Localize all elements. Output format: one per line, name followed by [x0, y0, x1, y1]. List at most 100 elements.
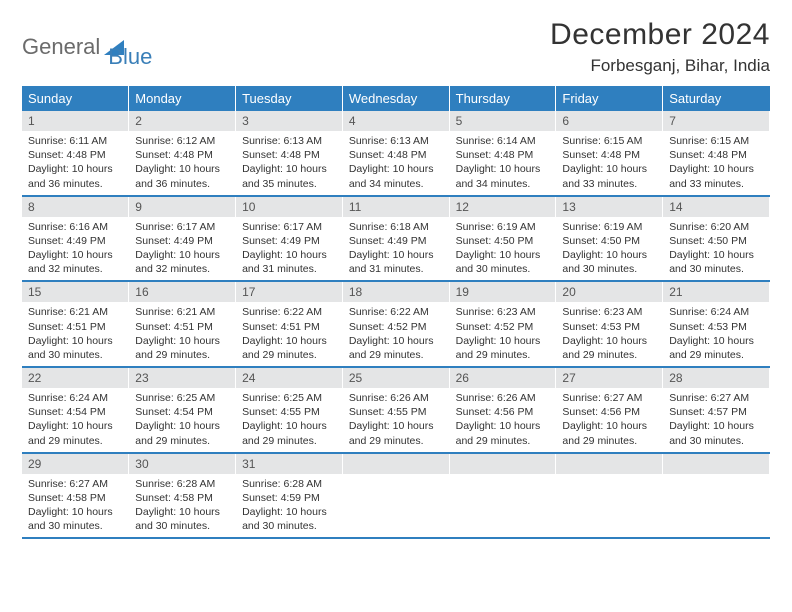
weekday-header: Tuesday [236, 86, 343, 111]
day-number: 29 [22, 454, 128, 474]
day-number: 7 [663, 111, 769, 131]
day-number: 11 [343, 197, 449, 217]
day-number: 2 [129, 111, 235, 131]
calendar-day-cell: 6Sunrise: 6:15 AMSunset: 4:48 PMDaylight… [556, 111, 663, 196]
header: General Blue December 2024 Forbesganj, B… [22, 18, 770, 76]
day-number: 8 [22, 197, 128, 217]
calendar-day-cell: 28Sunrise: 6:27 AMSunset: 4:57 PMDayligh… [663, 367, 770, 453]
calendar-empty-cell [342, 453, 449, 539]
day-number: 31 [236, 454, 342, 474]
calendar-day-cell: 10Sunrise: 6:17 AMSunset: 4:49 PMDayligh… [236, 196, 343, 282]
calendar-day-cell: 27Sunrise: 6:27 AMSunset: 4:56 PMDayligh… [556, 367, 663, 453]
day-details: Sunrise: 6:27 AMSunset: 4:57 PMDaylight:… [663, 388, 769, 452]
calendar-day-cell: 21Sunrise: 6:24 AMSunset: 4:53 PMDayligh… [663, 281, 770, 367]
calendar-day-cell: 22Sunrise: 6:24 AMSunset: 4:54 PMDayligh… [22, 367, 129, 453]
day-details: Sunrise: 6:13 AMSunset: 4:48 PMDaylight:… [236, 131, 342, 195]
day-details: Sunrise: 6:23 AMSunset: 4:52 PMDaylight:… [450, 302, 556, 366]
calendar-week-row: 29Sunrise: 6:27 AMSunset: 4:58 PMDayligh… [22, 453, 770, 539]
weekday-header: Monday [129, 86, 236, 111]
weekday-header: Sunday [22, 86, 129, 111]
calendar-day-cell: 23Sunrise: 6:25 AMSunset: 4:54 PMDayligh… [129, 367, 236, 453]
calendar-week-row: 1Sunrise: 6:11 AMSunset: 4:48 PMDaylight… [22, 111, 770, 196]
day-details: Sunrise: 6:26 AMSunset: 4:55 PMDaylight:… [343, 388, 449, 452]
day-number: 26 [450, 368, 556, 388]
day-details: Sunrise: 6:25 AMSunset: 4:54 PMDaylight:… [129, 388, 235, 452]
calendar-day-cell: 16Sunrise: 6:21 AMSunset: 4:51 PMDayligh… [129, 281, 236, 367]
day-number: 27 [556, 368, 662, 388]
calendar-week-row: 15Sunrise: 6:21 AMSunset: 4:51 PMDayligh… [22, 281, 770, 367]
calendar-empty-cell [663, 453, 770, 539]
day-details: Sunrise: 6:28 AMSunset: 4:58 PMDaylight:… [129, 474, 235, 538]
calendar-day-cell: 26Sunrise: 6:26 AMSunset: 4:56 PMDayligh… [449, 367, 556, 453]
day-details: Sunrise: 6:25 AMSunset: 4:55 PMDaylight:… [236, 388, 342, 452]
calendar-week-row: 22Sunrise: 6:24 AMSunset: 4:54 PMDayligh… [22, 367, 770, 453]
calendar-day-cell: 14Sunrise: 6:20 AMSunset: 4:50 PMDayligh… [663, 196, 770, 282]
day-details: Sunrise: 6:16 AMSunset: 4:49 PMDaylight:… [22, 217, 128, 281]
day-details: Sunrise: 6:23 AMSunset: 4:53 PMDaylight:… [556, 302, 662, 366]
calendar-day-cell: 20Sunrise: 6:23 AMSunset: 4:53 PMDayligh… [556, 281, 663, 367]
calendar-day-cell: 15Sunrise: 6:21 AMSunset: 4:51 PMDayligh… [22, 281, 129, 367]
page-title: December 2024 [550, 18, 770, 52]
calendar-week-row: 8Sunrise: 6:16 AMSunset: 4:49 PMDaylight… [22, 196, 770, 282]
day-number: 28 [663, 368, 769, 388]
calendar-day-cell: 19Sunrise: 6:23 AMSunset: 4:52 PMDayligh… [449, 281, 556, 367]
day-number: 3 [236, 111, 342, 131]
weekday-header: Wednesday [342, 86, 449, 111]
day-number: 24 [236, 368, 342, 388]
calendar-empty-cell [449, 453, 556, 539]
title-block: December 2024 Forbesganj, Bihar, India [550, 18, 770, 76]
day-number: 19 [450, 282, 556, 302]
day-details: Sunrise: 6:19 AMSunset: 4:50 PMDaylight:… [556, 217, 662, 281]
day-number: 13 [556, 197, 662, 217]
calendar-day-cell: 24Sunrise: 6:25 AMSunset: 4:55 PMDayligh… [236, 367, 343, 453]
day-details: Sunrise: 6:27 AMSunset: 4:58 PMDaylight:… [22, 474, 128, 538]
day-details: Sunrise: 6:15 AMSunset: 4:48 PMDaylight:… [663, 131, 769, 195]
calendar-day-cell: 25Sunrise: 6:26 AMSunset: 4:55 PMDayligh… [342, 367, 449, 453]
day-details: Sunrise: 6:27 AMSunset: 4:56 PMDaylight:… [556, 388, 662, 452]
calendar-day-cell: 18Sunrise: 6:22 AMSunset: 4:52 PMDayligh… [342, 281, 449, 367]
calendar-day-cell: 29Sunrise: 6:27 AMSunset: 4:58 PMDayligh… [22, 453, 129, 539]
day-details: Sunrise: 6:28 AMSunset: 4:59 PMDaylight:… [236, 474, 342, 538]
day-number: 20 [556, 282, 662, 302]
day-details: Sunrise: 6:26 AMSunset: 4:56 PMDaylight:… [450, 388, 556, 452]
day-number: 23 [129, 368, 235, 388]
calendar-day-cell: 8Sunrise: 6:16 AMSunset: 4:49 PMDaylight… [22, 196, 129, 282]
day-number: 4 [343, 111, 449, 131]
day-details: Sunrise: 6:18 AMSunset: 4:49 PMDaylight:… [343, 217, 449, 281]
day-number: 15 [22, 282, 128, 302]
calendar-table: Sunday Monday Tuesday Wednesday Thursday… [22, 86, 770, 539]
day-number: 21 [663, 282, 769, 302]
day-details: Sunrise: 6:21 AMSunset: 4:51 PMDaylight:… [129, 302, 235, 366]
day-number: 22 [22, 368, 128, 388]
day-number: 14 [663, 197, 769, 217]
day-details: Sunrise: 6:22 AMSunset: 4:51 PMDaylight:… [236, 302, 342, 366]
calendar-day-cell: 3Sunrise: 6:13 AMSunset: 4:48 PMDaylight… [236, 111, 343, 196]
day-details: Sunrise: 6:14 AMSunset: 4:48 PMDaylight:… [450, 131, 556, 195]
brand-text-general: General [22, 34, 100, 60]
day-number: 30 [129, 454, 235, 474]
day-details: Sunrise: 6:15 AMSunset: 4:48 PMDaylight:… [556, 131, 662, 195]
day-details: Sunrise: 6:24 AMSunset: 4:54 PMDaylight:… [22, 388, 128, 452]
day-details: Sunrise: 6:11 AMSunset: 4:48 PMDaylight:… [22, 131, 128, 195]
day-details: Sunrise: 6:21 AMSunset: 4:51 PMDaylight:… [22, 302, 128, 366]
day-details: Sunrise: 6:20 AMSunset: 4:50 PMDaylight:… [663, 217, 769, 281]
brand-logo: General Blue [22, 24, 152, 70]
calendar-day-cell: 11Sunrise: 6:18 AMSunset: 4:49 PMDayligh… [342, 196, 449, 282]
calendar-day-cell: 9Sunrise: 6:17 AMSunset: 4:49 PMDaylight… [129, 196, 236, 282]
calendar-day-cell: 4Sunrise: 6:13 AMSunset: 4:48 PMDaylight… [342, 111, 449, 196]
day-number: 25 [343, 368, 449, 388]
day-number: 18 [343, 282, 449, 302]
day-details: Sunrise: 6:17 AMSunset: 4:49 PMDaylight:… [129, 217, 235, 281]
day-details: Sunrise: 6:12 AMSunset: 4:48 PMDaylight:… [129, 131, 235, 195]
day-details: Sunrise: 6:22 AMSunset: 4:52 PMDaylight:… [343, 302, 449, 366]
day-number: 17 [236, 282, 342, 302]
day-details: Sunrise: 6:17 AMSunset: 4:49 PMDaylight:… [236, 217, 342, 281]
day-number: 6 [556, 111, 662, 131]
day-number: 1 [22, 111, 128, 131]
day-number: 16 [129, 282, 235, 302]
day-details: Sunrise: 6:19 AMSunset: 4:50 PMDaylight:… [450, 217, 556, 281]
weekday-header: Friday [556, 86, 663, 111]
weekday-header: Thursday [449, 86, 556, 111]
weekday-header: Saturday [663, 86, 770, 111]
location-text: Forbesganj, Bihar, India [550, 56, 770, 76]
